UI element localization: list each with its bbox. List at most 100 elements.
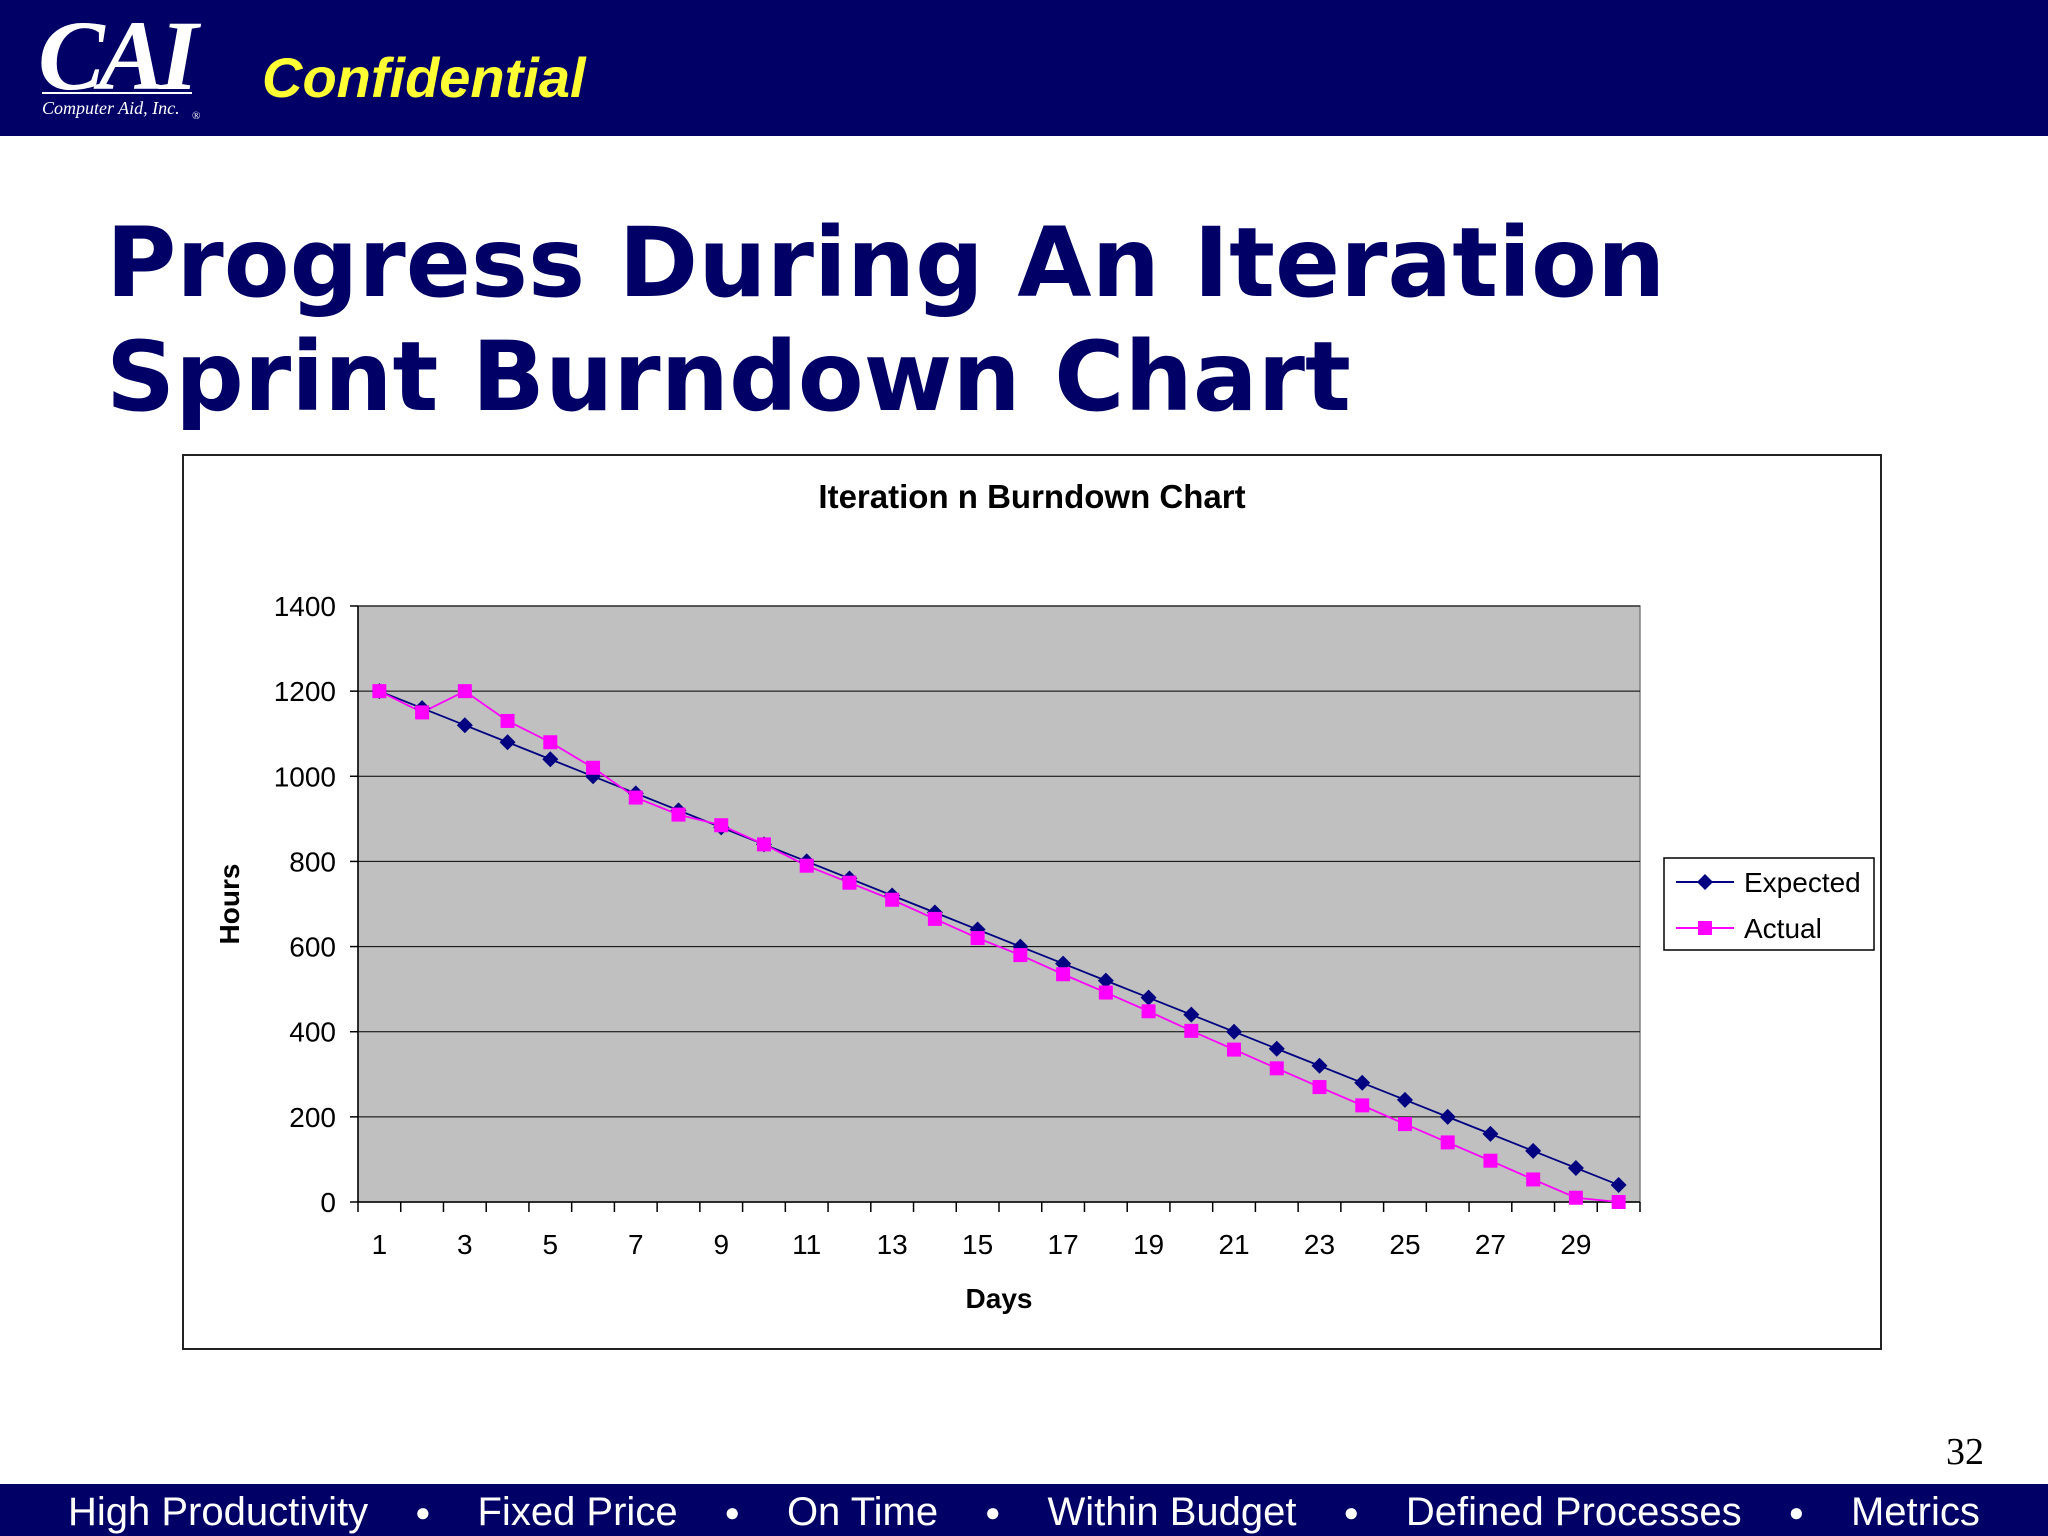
y-tick-label: 200 (289, 1102, 336, 1133)
data-point-actual (756, 837, 771, 852)
series-line-expected (379, 690, 1619, 1186)
data-point-actual (1227, 1042, 1242, 1057)
data-point-actual (500, 713, 515, 728)
data-point-expected (1567, 1159, 1584, 1176)
footer-item-on-time: On Time (786, 1490, 939, 1534)
data-point-expected (1439, 1108, 1456, 1125)
x-tick-label: 1 (372, 1229, 388, 1260)
data-point-actual (799, 858, 814, 873)
footer-item-high-productivity: High Productivity (68, 1490, 369, 1534)
data-point-actual (1611, 1195, 1626, 1209)
footer-separator: ● (414, 1497, 431, 1527)
footer-separator: ● (1788, 1497, 1805, 1527)
chart-title: Iteration n Burndown Chart (818, 478, 1245, 515)
y-tick-label: 1200 (274, 676, 336, 707)
data-point-actual (1526, 1172, 1541, 1187)
data-point-actual (1141, 1004, 1156, 1019)
plot-area (357, 605, 1641, 1203)
data-point-expected (1311, 1057, 1328, 1074)
legend-marker-expected (1697, 874, 1713, 890)
legend-label-expected: Expected (1744, 867, 1861, 898)
x-tick-label: 13 (877, 1229, 908, 1260)
x-tick-label: 11 (792, 1229, 821, 1260)
x-tick-label: 19 (1133, 1229, 1164, 1260)
chart-frame: Iteration n Burndown Chart 0 200 400 600 800 1… (182, 454, 1882, 1350)
y-tick-label: 1400 (274, 591, 336, 622)
data-point-actual (1098, 985, 1113, 1000)
y-tick-label: 1000 (274, 761, 336, 792)
data-point-actual (1355, 1098, 1370, 1113)
footer-bar: High Productivity ● Fixed Price ● On Tim… (0, 1484, 2048, 1536)
footer-item-within-budget: Within Budget (1047, 1490, 1297, 1534)
data-point-actual (586, 760, 601, 775)
legend-marker-actual (1698, 921, 1712, 935)
data-point-actual (1568, 1190, 1583, 1205)
y-tick-label: 400 (289, 1017, 336, 1048)
header-bar: CAI Computer Aid, Inc. ® Confidential (0, 0, 2048, 136)
x-axis-label: Days (966, 1283, 1033, 1314)
legend-label-actual: Actual (1744, 913, 1822, 944)
footer-item-fixed-price: Fixed Price (477, 1490, 678, 1534)
data-point-expected (1268, 1040, 1285, 1057)
data-point-actual (1056, 967, 1071, 982)
logo-text: CAI (38, 0, 198, 111)
data-point-actual (885, 892, 900, 907)
data-point-actual (543, 735, 558, 750)
y-tick-label: 0 (320, 1187, 336, 1218)
data-point-expected (1396, 1091, 1413, 1108)
footer-tagline: High Productivity ● Fixed Price ● On Tim… (0, 1490, 2048, 1534)
data-point-expected (1140, 989, 1157, 1006)
footer-item-metrics: Metrics (1850, 1490, 1980, 1534)
data-point-expected (1610, 1176, 1627, 1193)
x-tick-label: 27 (1475, 1229, 1506, 1260)
data-point-actual (1013, 948, 1028, 963)
x-tick-label: 3 (457, 1229, 473, 1260)
data-point-actual (1312, 1080, 1327, 1095)
data-point-expected (1183, 1006, 1200, 1023)
data-point-actual (927, 911, 942, 926)
data-point-expected (542, 751, 559, 768)
footer-separator: ● (1343, 1497, 1360, 1527)
cai-logo: CAI Computer Aid, Inc. ® (38, 6, 208, 126)
x-tick-label: 15 (962, 1229, 993, 1260)
x-tick-label: 25 (1389, 1229, 1420, 1260)
slide-title-line1: Progress During An Iteration (106, 207, 1666, 319)
logo-registered-mark: ® (192, 110, 201, 122)
y-tick-label: 600 (289, 932, 336, 963)
series-line-actual (378, 690, 1619, 1203)
logo-subtext: Computer Aid, Inc. (42, 98, 180, 118)
x-tick-label: 5 (543, 1229, 559, 1260)
data-point-actual (1397, 1117, 1412, 1132)
data-point-actual (671, 807, 686, 822)
data-point-expected (499, 734, 516, 751)
slide-title-line2: Sprint Burndown Chart (106, 321, 1351, 433)
confidential-label: Confidential (262, 46, 586, 109)
data-point-actual (1483, 1153, 1498, 1168)
data-point-actual (970, 931, 985, 946)
data-point-actual (1440, 1135, 1455, 1150)
x-tick-label: 7 (628, 1229, 644, 1260)
x-tick-label: 9 (713, 1229, 729, 1260)
y-axis-label: Hours (214, 864, 245, 945)
data-point-expected (1097, 972, 1114, 989)
data-point-expected (1482, 1125, 1499, 1142)
data-point-actual (842, 875, 857, 890)
x-tick-label: 29 (1560, 1229, 1591, 1260)
footer-separator: ● (724, 1497, 741, 1527)
x-tick-label: 23 (1304, 1229, 1335, 1260)
x-tick-label: 21 (1218, 1229, 1249, 1260)
data-point-actual (1269, 1061, 1284, 1076)
data-point-actual (415, 705, 430, 720)
data-point-expected (456, 717, 473, 734)
data-point-actual (628, 790, 643, 805)
data-point-actual (457, 684, 472, 699)
data-point-actual (372, 684, 387, 699)
data-point-actual (714, 818, 729, 833)
data-point-expected (1226, 1023, 1243, 1040)
page-number: 32 (1946, 1431, 1984, 1473)
data-point-actual (1184, 1023, 1199, 1038)
footer-item-defined-processes: Defined Processes (1405, 1490, 1742, 1534)
logo-rule (42, 92, 192, 94)
y-tick-label: 800 (289, 846, 336, 877)
data-point-expected (1354, 1074, 1371, 1091)
